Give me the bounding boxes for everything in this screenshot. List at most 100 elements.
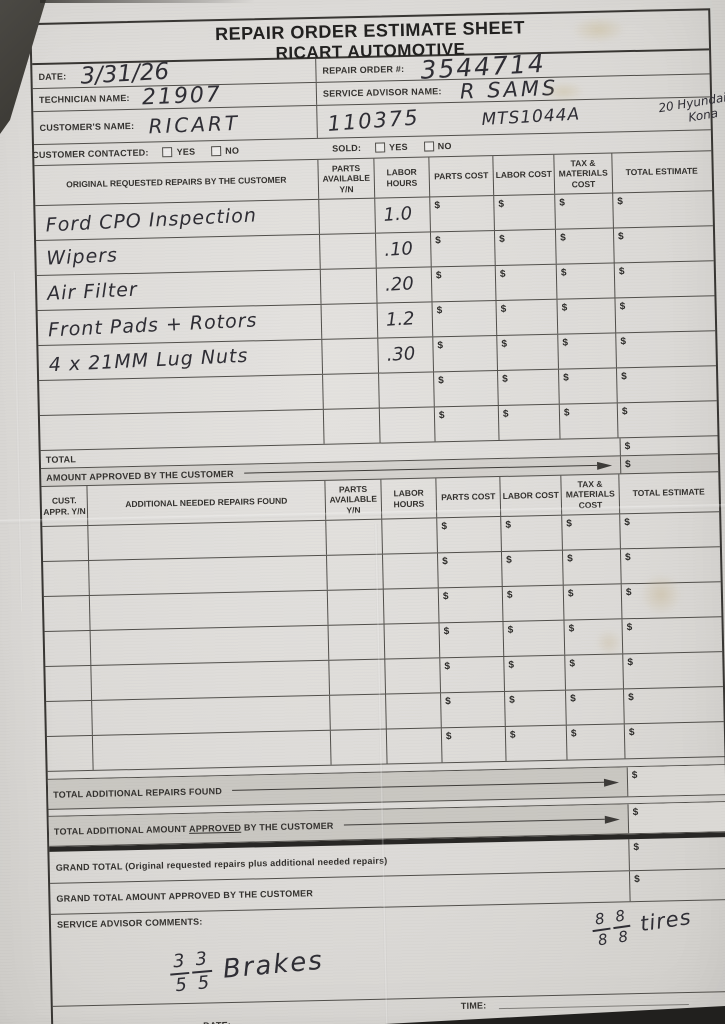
tax-materials-cell: $ xyxy=(559,368,618,404)
advisor-comments-label: SERVICE ADVISOR COMMENTS: xyxy=(56,916,203,930)
parts-available-cell xyxy=(330,729,388,765)
additional-repair-cell xyxy=(92,695,331,735)
handwritten-repair: Ford CPO Inspection xyxy=(45,203,258,236)
labor-cost-cell: $ xyxy=(498,404,561,440)
dollar-sign: $ xyxy=(567,553,573,565)
dollar-sign: $ xyxy=(437,340,444,352)
dollar-sign: $ xyxy=(632,807,639,819)
dollar-sign: $ xyxy=(445,731,452,743)
handwritten-service-advisor: R SAMS xyxy=(459,75,559,104)
handwritten-hours: .20 xyxy=(384,273,415,296)
parts-available-cell xyxy=(322,338,380,374)
dollar-sign: $ xyxy=(509,729,516,741)
labor-cost-cell: $ xyxy=(496,299,559,336)
arrow-line xyxy=(231,777,620,794)
labor-cost-cell: $ xyxy=(497,334,559,371)
repair-estimate-form: REPAIR ORDER ESTIMATE SHEET RICART AUTOM… xyxy=(29,8,725,1024)
handwritten-hours: .30 xyxy=(386,343,416,366)
dollar-sign: $ xyxy=(618,266,625,278)
footer-time-label: TIME: xyxy=(460,1000,487,1011)
col-original-repairs: ORIGINAL REQUESTED REPAIRS BY THE CUSTOM… xyxy=(34,159,320,206)
tax-materials-cell: $ xyxy=(557,298,617,334)
dollar-sign: $ xyxy=(621,371,627,383)
parts-cost-cell: $ xyxy=(432,301,498,337)
date-label: DATE: xyxy=(38,70,67,82)
repair-description-cell: Front Pads + Rotors xyxy=(37,304,323,346)
total-additional-label: TOTAL ADDITIONAL REPAIRS FOUND xyxy=(53,785,223,800)
labor-cost-cell: $ xyxy=(501,550,564,586)
handwritten-stock-number: 110375 xyxy=(326,104,421,136)
cust-appr-cell xyxy=(45,665,93,701)
labor-hours-cell xyxy=(386,693,442,729)
total-amount-cell: $ xyxy=(619,436,718,456)
labor-cost-cell: $ xyxy=(494,194,556,231)
sold-group: SOLD: YES NO xyxy=(324,141,454,154)
col-tax-materials: TAX & MATERIALS COST xyxy=(554,153,614,194)
dollar-sign: $ xyxy=(502,373,508,385)
repair-order-label: REPAIR ORDER #: xyxy=(322,63,405,76)
dollar-sign: $ xyxy=(563,407,570,419)
dollar-sign: $ xyxy=(566,518,573,530)
dollar-sign: $ xyxy=(625,552,631,564)
dollar-sign: $ xyxy=(567,588,574,600)
parts-cost-cell: $ xyxy=(440,656,506,693)
col-cust-appr: CUST. APPR. Y/N xyxy=(41,485,89,526)
labor-hours-cell xyxy=(379,407,436,443)
dollar-sign: $ xyxy=(561,302,568,314)
parts-cost-cell: $ xyxy=(437,516,502,553)
service-advisor-label: SERVICE ADVISOR NAME: xyxy=(322,86,442,99)
handwritten-repair: 4 x 21MM Lug Nuts xyxy=(48,344,249,376)
dollar-sign: $ xyxy=(625,587,632,599)
col-labor-cost: LABOR COST xyxy=(500,475,563,516)
dollar-sign: $ xyxy=(442,556,448,568)
tax-materials-cell: $ xyxy=(556,263,616,299)
handwritten-tag-number: MTS1044A xyxy=(481,103,581,130)
parts-available-cell xyxy=(321,303,379,339)
parts-cost-cell: $ xyxy=(434,371,499,407)
tax-materials-cell: $ xyxy=(564,619,624,655)
dollar-sign: $ xyxy=(501,338,508,350)
grand-total-amount-cell: $ xyxy=(628,837,725,871)
dollar-sign: $ xyxy=(624,459,631,471)
labor-cost-cell: $ xyxy=(502,585,565,621)
cust-appr-cell xyxy=(46,735,94,771)
dollar-sign: $ xyxy=(627,657,634,669)
parts-available-cell xyxy=(323,408,381,444)
dollar-sign: $ xyxy=(563,372,569,384)
parts-cost-cell: $ xyxy=(438,586,504,623)
additional-repair-cell xyxy=(91,660,331,700)
dollar-sign: $ xyxy=(508,659,515,671)
footer-date-label: DATE: xyxy=(203,1020,231,1024)
handwritten-hours: .10 xyxy=(383,238,414,261)
cust-appr-cell xyxy=(43,560,90,596)
arrow-line xyxy=(243,461,613,477)
col-tax-materials: TAX & MATERIALS COST xyxy=(561,474,621,515)
handwritten-customer-name: RICART xyxy=(147,110,241,139)
dollar-sign: $ xyxy=(624,517,631,529)
dollar-sign: $ xyxy=(442,591,449,603)
total-estimate-cell: $ xyxy=(615,261,714,297)
total-estimate-cell: $ xyxy=(622,617,721,653)
amount-approved-cell: $ xyxy=(619,454,719,474)
sold-no-checkbox xyxy=(423,141,434,152)
labor-cost-cell: $ xyxy=(494,229,557,266)
total-estimate-cell: $ xyxy=(616,331,715,367)
customer-field: CUSTOMER'S NAME: RICART xyxy=(33,105,318,145)
col-parts-available: PARTS AVAILABLE Y/N xyxy=(325,479,383,520)
grand-total-label: GRAND TOTAL (Original requested repairs … xyxy=(55,855,388,873)
photo-background-edge xyxy=(40,0,255,3)
parts-cost-cell: $ xyxy=(434,406,500,442)
dollar-sign: $ xyxy=(570,728,577,740)
total-additional-approved-amount-cell: $ xyxy=(627,802,725,834)
dollar-sign: $ xyxy=(438,410,445,422)
labor-hours-cell: .10 xyxy=(375,232,432,268)
cust-appr-cell xyxy=(44,630,92,666)
dollar-sign: $ xyxy=(435,270,442,282)
tax-materials-cell: $ xyxy=(555,193,614,229)
parts-available-cell xyxy=(327,589,385,625)
sold-yes-label: YES xyxy=(389,141,408,153)
additional-repair-cell xyxy=(89,590,329,630)
parts-cost-cell: $ xyxy=(437,551,503,588)
